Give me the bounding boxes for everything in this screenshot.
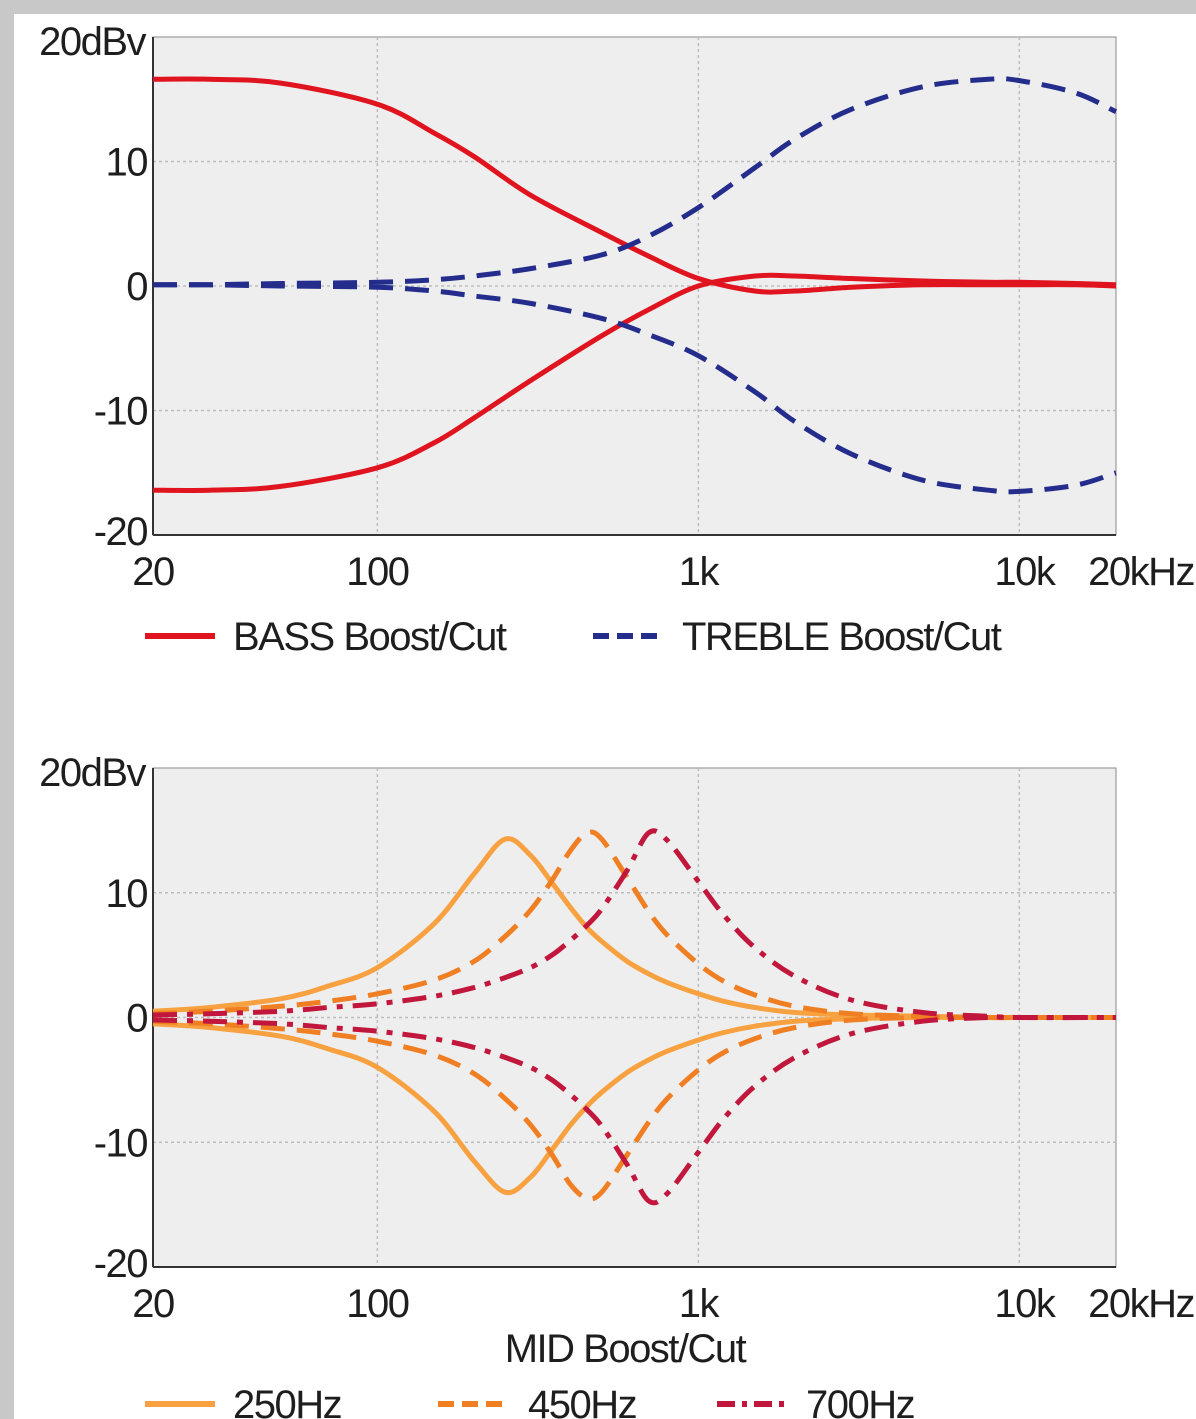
y-tick-label: 20dBv (39, 751, 146, 795)
y-tick-label: 10 (106, 872, 148, 916)
y-tick-label: 0 (126, 997, 147, 1041)
series-line-bass-1 (152, 272, 1117, 493)
series-line-700hz (152, 828, 1117, 1021)
y-tick-label: -20 (94, 510, 148, 554)
y-tick-label: 10 (106, 141, 148, 185)
y-tick-label: 0 (126, 265, 147, 309)
y-tick-label: 20dBv (39, 20, 146, 64)
series-line-treble-3 (152, 282, 1117, 495)
series-line-450hz (152, 829, 1116, 1021)
x-tick-label: 100 (346, 1282, 408, 1326)
series-line-mid_700-5 (152, 1014, 1116, 1206)
x-tick-label: 20 (132, 1282, 174, 1326)
legend-label-bass: BASS Boost/Cut (233, 615, 507, 659)
series-layer (152, 828, 1117, 1206)
series-line-treble-boost-cut (152, 76, 1118, 288)
legend-label-treble: TREBLE Boost/Cut (682, 615, 1002, 659)
x-tick-label: 100 (346, 550, 408, 594)
series-layer (152, 76, 1118, 495)
chart-subtitle: MID Boost/Cut (505, 1327, 747, 1371)
x-tick-label: 10k (994, 1282, 1056, 1326)
x-tick-label: 1k (679, 550, 721, 594)
x-tick-label: 20kHz (1088, 550, 1194, 594)
legend: 250Hz 450Hz 700Hz (145, 1383, 916, 1419)
x-tick-label: 20 (132, 550, 174, 594)
y-tick-label: -20 (94, 1242, 148, 1286)
legend-label-450hz: 450Hz (528, 1383, 637, 1419)
y-tick-label: -10 (94, 1121, 148, 1165)
legend-label-250hz: 250Hz (233, 1383, 342, 1419)
x-tick-label: 1k (679, 1282, 721, 1326)
legend: BASS Boost/Cut TREBLE Boost/Cut (145, 615, 1003, 659)
y-tick-label: -10 (94, 390, 148, 434)
series-line-mid_450-3 (152, 1014, 1116, 1202)
x-tick-label: 10k (994, 550, 1056, 594)
x-tick-label: 20kHz (1088, 1282, 1194, 1326)
series-line-250hz (152, 836, 1116, 1021)
legend-label-700hz: 700Hz (806, 1383, 915, 1419)
